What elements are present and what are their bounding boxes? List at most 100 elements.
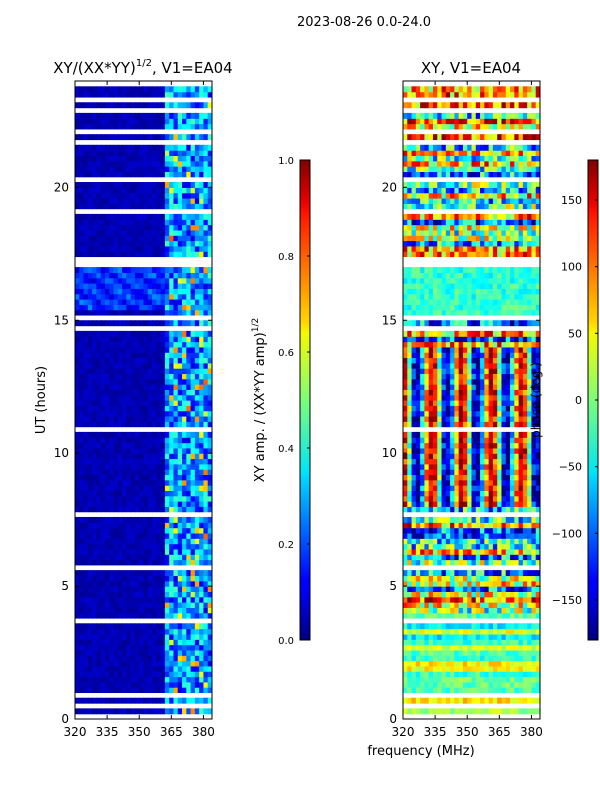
heatmap-cell [527, 655, 533, 662]
heatmap-cell [177, 639, 183, 646]
heatmap-cell [104, 309, 110, 316]
heatmap-cell [147, 118, 153, 125]
heatmap-cell [190, 378, 196, 385]
heatmap-cell [113, 447, 119, 454]
heatmap-cell [156, 352, 162, 359]
heatmap-cell [126, 155, 132, 162]
heatmap-cell [203, 708, 209, 715]
heatmap-cell [194, 474, 200, 481]
heatmap-cell [207, 171, 212, 178]
heatmap-cell [152, 362, 157, 369]
heatmap-cell [182, 352, 187, 359]
heatmap-cell [190, 144, 196, 151]
heatmap-cell [505, 474, 511, 481]
heatmap-cell [113, 421, 119, 428]
heatmap-cell [122, 362, 127, 369]
heatmap-cell [415, 516, 421, 523]
heatmap-cell [182, 708, 187, 715]
heatmap-cell [475, 469, 481, 476]
heatmap-cell [428, 602, 434, 608]
heatmap-cell [104, 639, 110, 646]
heatmap-cell [454, 554, 460, 561]
heatmap-cell [454, 437, 460, 444]
heatmap-cell [199, 203, 205, 210]
heatmap-cell [428, 400, 434, 406]
heatmap-cell [182, 458, 187, 465]
heatmap-cell [126, 676, 132, 683]
heatmap-cell [173, 272, 179, 279]
heatmap-cell [411, 628, 417, 635]
heatmap-cell [87, 229, 93, 236]
heatmap-cell [109, 607, 115, 614]
heatmap-cell [471, 516, 477, 523]
heatmap-cell [492, 421, 498, 428]
heatmap-cell [130, 437, 136, 444]
heatmap-cell [492, 644, 498, 651]
heatmap-cell [75, 102, 80, 109]
heatmap-cell [501, 676, 507, 683]
heatmap-cell [156, 527, 162, 534]
heatmap-cell [87, 437, 93, 444]
heatmap-cell [177, 362, 183, 369]
heatmap-cell [420, 506, 426, 513]
heatmap-cell [96, 490, 102, 497]
heatmap-cell [531, 522, 537, 529]
heatmap-cell [143, 607, 149, 614]
heatmap-cell [484, 687, 490, 694]
heatmap-cell [177, 437, 183, 444]
heatmap-cell [87, 91, 93, 98]
heatmap-cell [79, 112, 85, 119]
heatmap-cell [109, 368, 115, 375]
heatmap-cell [134, 687, 140, 694]
heatmap-cell [428, 596, 434, 603]
heatmap-cell [501, 522, 507, 529]
heatmap-cell [79, 479, 85, 486]
heatmap-cell [143, 91, 149, 98]
heatmap-cell [415, 602, 421, 608]
heatmap-cell [505, 485, 511, 491]
heatmap-cell [122, 681, 127, 688]
heatmap-cell [126, 516, 132, 523]
heatmap-cell [505, 479, 511, 486]
heatmap-cell [126, 708, 132, 715]
heatmap-cell [152, 421, 157, 428]
heatmap-cell [160, 251, 166, 258]
heatmap-cell [522, 575, 528, 582]
heatmap-cell [432, 469, 438, 476]
heatmap-cell [173, 671, 179, 678]
heatmap-cell [510, 665, 515, 672]
heatmap-cell [505, 676, 511, 683]
heatmap-cell [147, 469, 153, 476]
heatmap-cell [510, 559, 515, 566]
heatmap-cell [458, 612, 464, 619]
heatmap-cell [117, 330, 123, 337]
heatmap-cell [92, 155, 98, 162]
heatmap-cell [207, 479, 212, 486]
heatmap-cell [79, 687, 85, 694]
heatmap-cell [467, 516, 473, 523]
heatmap-cell [424, 665, 430, 672]
heatmap-cell [484, 575, 490, 582]
heatmap-cell [173, 346, 179, 353]
heatmap-cell [420, 665, 426, 672]
heatmap-cell [488, 554, 494, 561]
heatmap-cell [207, 357, 212, 364]
heatmap-cell [190, 102, 196, 109]
heatmap-cell [203, 516, 209, 523]
heatmap-cell [445, 410, 451, 417]
heatmap-cell [415, 437, 421, 444]
heatmap-cell [79, 655, 85, 662]
heatmap-cell [458, 501, 464, 507]
heatmap-cell [199, 155, 205, 162]
heatmap-cell [510, 639, 515, 646]
heatmap-cell [117, 405, 123, 412]
heatmap-cell [143, 405, 149, 412]
heatmap-cell [143, 245, 149, 252]
heatmap-cell [207, 134, 212, 141]
heatmap-cell [104, 362, 110, 369]
heatmap-cell [207, 458, 212, 465]
heatmap-cell [207, 538, 212, 545]
heatmap-cell [484, 628, 490, 635]
heatmap-cell [475, 671, 481, 678]
